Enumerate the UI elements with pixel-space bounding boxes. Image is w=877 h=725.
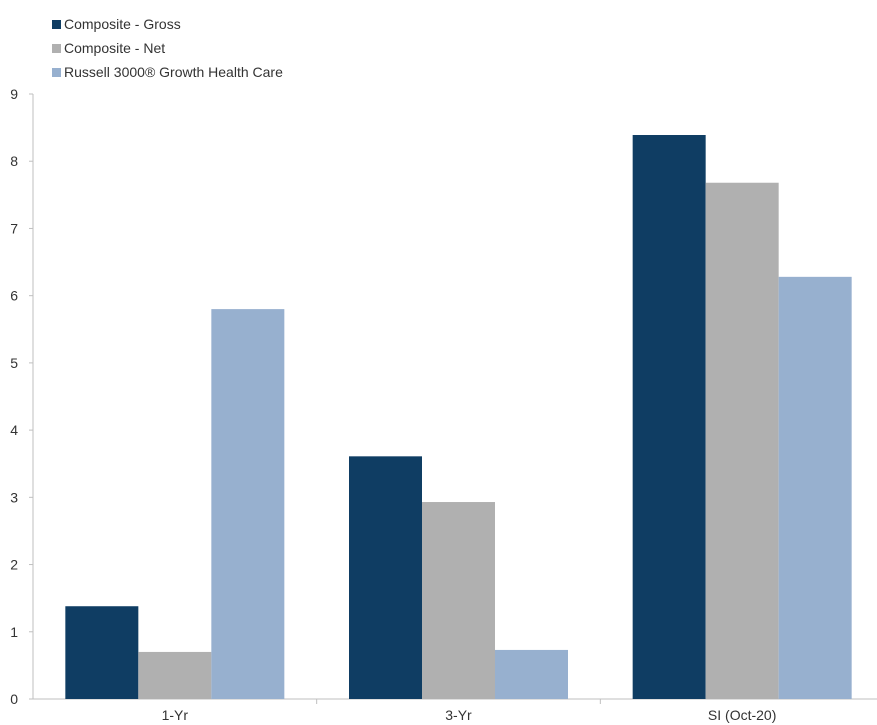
y-tick-label-0: 0 — [10, 691, 18, 707]
legend-item-russell-3000-growth-health-care: Russell 3000® Growth Health Care — [52, 60, 283, 84]
bar-composite-gross-si-oct-20 — [632, 135, 706, 699]
legend-label-composite-gross: Composite - Gross — [64, 16, 181, 32]
legend-swatch-russell-3000-growth-health-care — [52, 67, 61, 77]
y-tick-label-5: 5 — [10, 355, 18, 371]
legend-swatch-composite-net — [52, 43, 61, 53]
y-tick-label-7: 7 — [10, 220, 18, 236]
y-tick-label-4: 4 — [10, 422, 18, 438]
x-tick-label-3-yr: 3-Yr — [445, 707, 472, 723]
legend-swatch-composite-gross — [52, 19, 61, 29]
bar-russell-3000-growth-health-care-1-yr — [211, 309, 285, 699]
legend-item-composite-net: Composite - Net — [52, 36, 283, 60]
bar-composite-gross-1-yr — [65, 606, 139, 699]
legend-item-composite-gross: Composite - Gross — [52, 12, 283, 36]
y-tick-label-1: 1 — [10, 624, 18, 640]
legend-label-composite-net: Composite - Net — [64, 40, 166, 56]
legend-label-russell-3000-growth-health-care: Russell 3000® Growth Health Care — [64, 64, 283, 80]
bar-composite-gross-3-yr — [349, 456, 422, 699]
y-tick-label-2: 2 — [10, 557, 18, 573]
legend: Composite - Gross Composite - Net Russel… — [52, 12, 283, 84]
tick-labels: 0 1 2 3 4 5 6 7 8 9 1-Yr 3-Yr SI (Oct-20) — [10, 86, 776, 723]
y-tick-label-3: 3 — [10, 489, 18, 505]
y-tick-label-8: 8 — [10, 153, 18, 169]
bar-russell-3000-growth-health-care-si-oct-20 — [778, 276, 852, 699]
bar-composite-net-1-yr — [138, 651, 212, 699]
x-tick-label-si-oct-20: SI (Oct-20) — [708, 707, 776, 723]
y-tick-label-9: 9 — [10, 86, 18, 102]
bar-russell-3000-growth-health-care-3-yr — [495, 649, 568, 699]
bar-composite-net-si-oct-20 — [705, 182, 779, 699]
y-tick-label-6: 6 — [10, 288, 18, 304]
x-tick-label-1-yr: 1-Yr — [162, 707, 189, 723]
bars — [65, 135, 852, 699]
bar-composite-net-3-yr — [422, 502, 495, 699]
